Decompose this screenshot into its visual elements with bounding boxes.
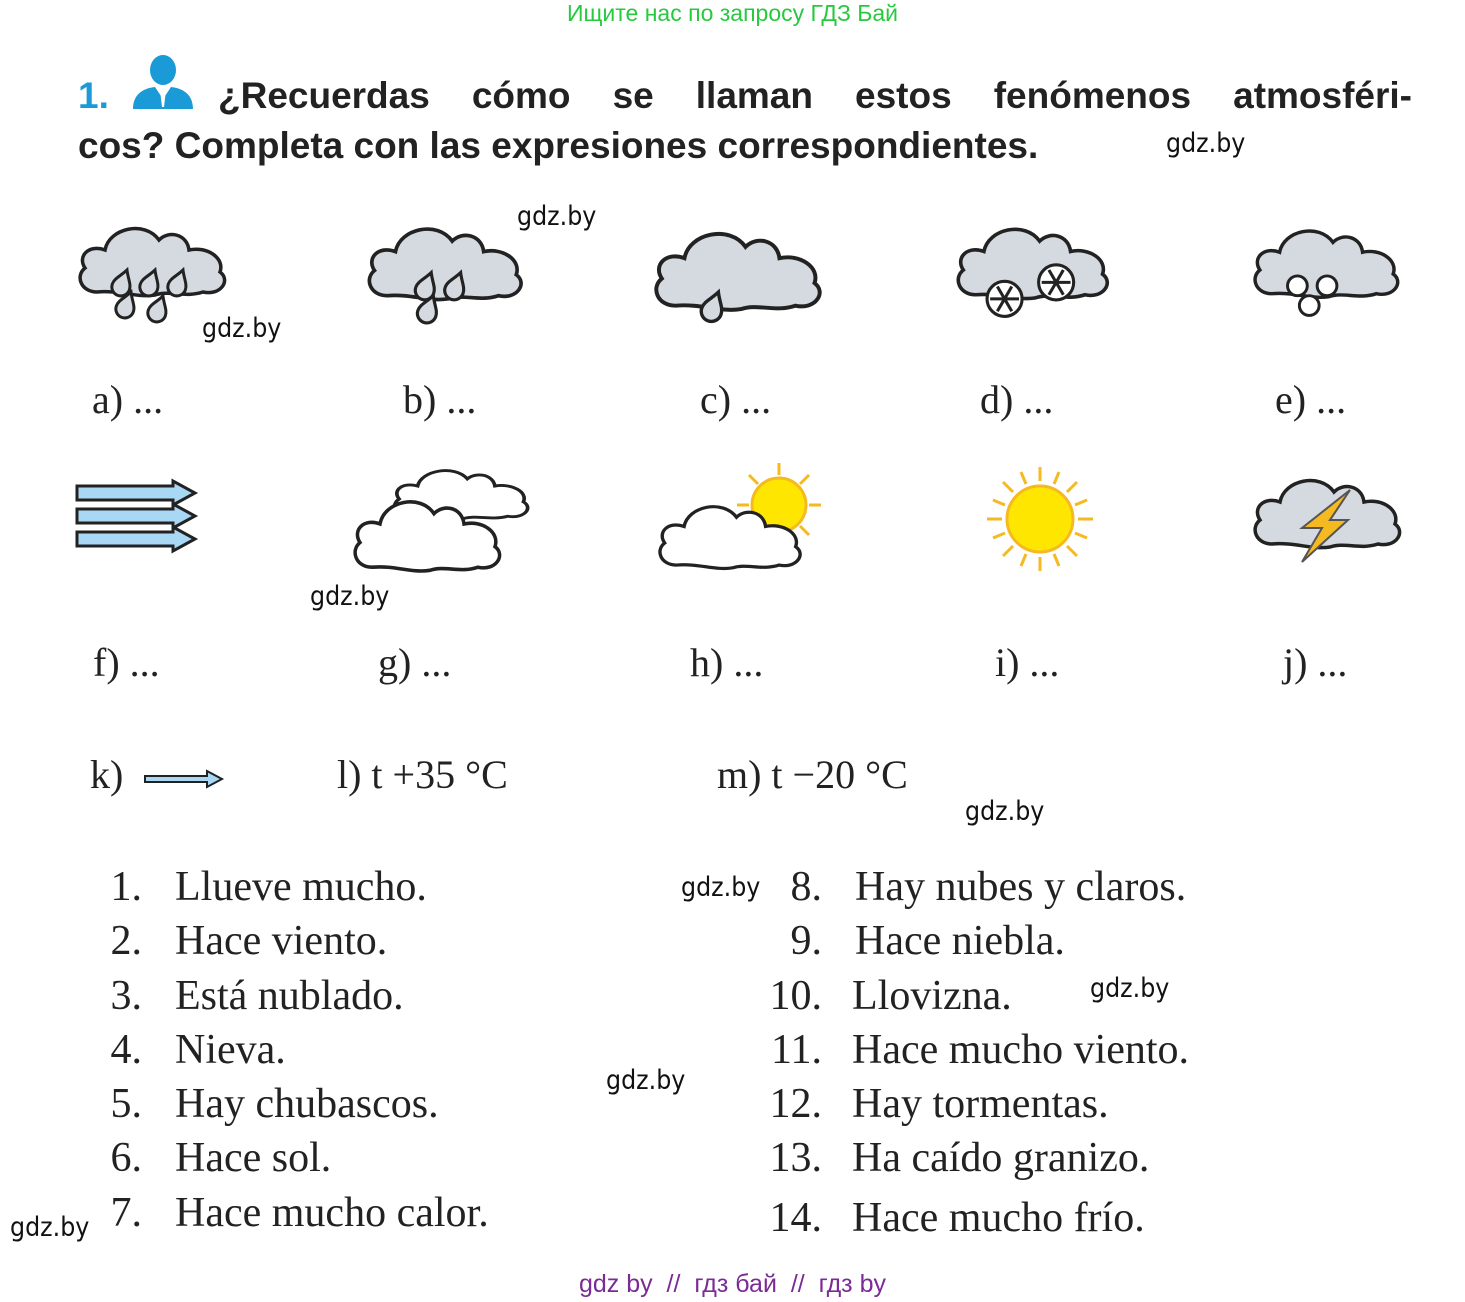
- item-number: 8.: [790, 864, 823, 910]
- item-number: 12.: [769, 1081, 823, 1127]
- label-g: g) ...: [378, 640, 452, 685]
- watermark: gdz.by: [1090, 973, 1170, 1004]
- partly-cloudy-icon: [658, 463, 821, 571]
- item-text: Hace niebla.: [855, 918, 1065, 964]
- watermark: gdz.by: [517, 201, 597, 232]
- label-d: d) ...: [980, 377, 1054, 422]
- item-number: 5.: [110, 1081, 143, 1127]
- wind-arrow-icon: [144, 769, 225, 789]
- item-number: 3.: [110, 973, 143, 1019]
- item-number: 7.: [110, 1190, 143, 1236]
- item-text: Ha caído granizo.: [852, 1135, 1150, 1181]
- watermark: gdz.by: [10, 1212, 90, 1243]
- item-text: Llovizna.: [852, 973, 1012, 1019]
- label-k: k): [90, 752, 124, 797]
- bottom-watermark: gdz by // гдз бай // гдз by: [578, 1270, 886, 1298]
- thunderstorm-icon: [1253, 478, 1402, 563]
- watermark: gdz.by: [681, 872, 761, 903]
- item-number: 11.: [771, 1027, 822, 1073]
- item-number: 6.: [110, 1135, 143, 1181]
- item-number: 1.: [110, 864, 143, 910]
- watermark: gdz.by: [606, 1065, 686, 1096]
- heavy-rain-icon: [78, 226, 227, 326]
- item-text: Está nublado.: [175, 973, 404, 1019]
- item-text: Hace mucho viento.: [852, 1027, 1190, 1073]
- top-watermark: Ищите нас по запросу ГДЗ Бай: [566, 0, 899, 26]
- label-a: a) ...: [92, 377, 164, 422]
- item-text: Hay nubes y claros.: [855, 864, 1187, 910]
- drizzle-icon: [654, 231, 822, 326]
- watermark: gdz.by: [1166, 128, 1246, 159]
- item-text: Hace mucho calor.: [175, 1190, 489, 1236]
- label-m: m) t −20 °C: [717, 752, 908, 797]
- watermark: gdz.by: [965, 796, 1045, 827]
- label-j: j) ...: [1283, 640, 1348, 685]
- exercise-instruction-line2: cos? Completa con las expresiones corres…: [78, 125, 1039, 166]
- cloudy-icon: [353, 468, 530, 573]
- item-text: Hace mucho frío.: [852, 1195, 1145, 1241]
- label-i: i) ...: [995, 640, 1060, 685]
- label-b: b) ...: [403, 377, 477, 422]
- hail-icon: [1253, 229, 1400, 317]
- sun-icon: [987, 467, 1093, 571]
- item-text: Hay tormentas.: [852, 1081, 1109, 1127]
- rain-icon: [367, 227, 523, 328]
- label-e: e) ...: [1275, 377, 1347, 422]
- item-text: Hay chubascos.: [175, 1081, 439, 1127]
- item-number: 10.: [769, 973, 823, 1019]
- exercise-instruction-line1: ¿Recuerdas cómo se llaman estos fenómeno…: [218, 75, 1412, 116]
- item-text: Nieva.: [175, 1027, 286, 1073]
- snow-icon: [956, 227, 1110, 318]
- item-number: 2.: [110, 918, 143, 964]
- item-text: Llueve mucho.: [175, 864, 427, 910]
- item-number: 4.: [110, 1027, 143, 1073]
- strong-wind-icon: [75, 478, 199, 554]
- person-icon: [133, 55, 193, 109]
- item-text: Hace viento.: [175, 918, 388, 964]
- exercise-number: 1.: [78, 75, 109, 116]
- item-number: 13.: [769, 1135, 823, 1181]
- watermark: gdz.by: [202, 313, 282, 344]
- label-h: h) ...: [690, 640, 764, 685]
- item-text: Hace sol.: [175, 1135, 332, 1181]
- label-f: f) ...: [93, 640, 160, 685]
- watermark: gdz.by: [310, 581, 390, 612]
- item-number: 9.: [790, 918, 823, 964]
- label-c: c) ...: [700, 377, 772, 422]
- item-number: 14.: [769, 1195, 823, 1241]
- label-l: l) t +35 °C: [337, 752, 508, 797]
